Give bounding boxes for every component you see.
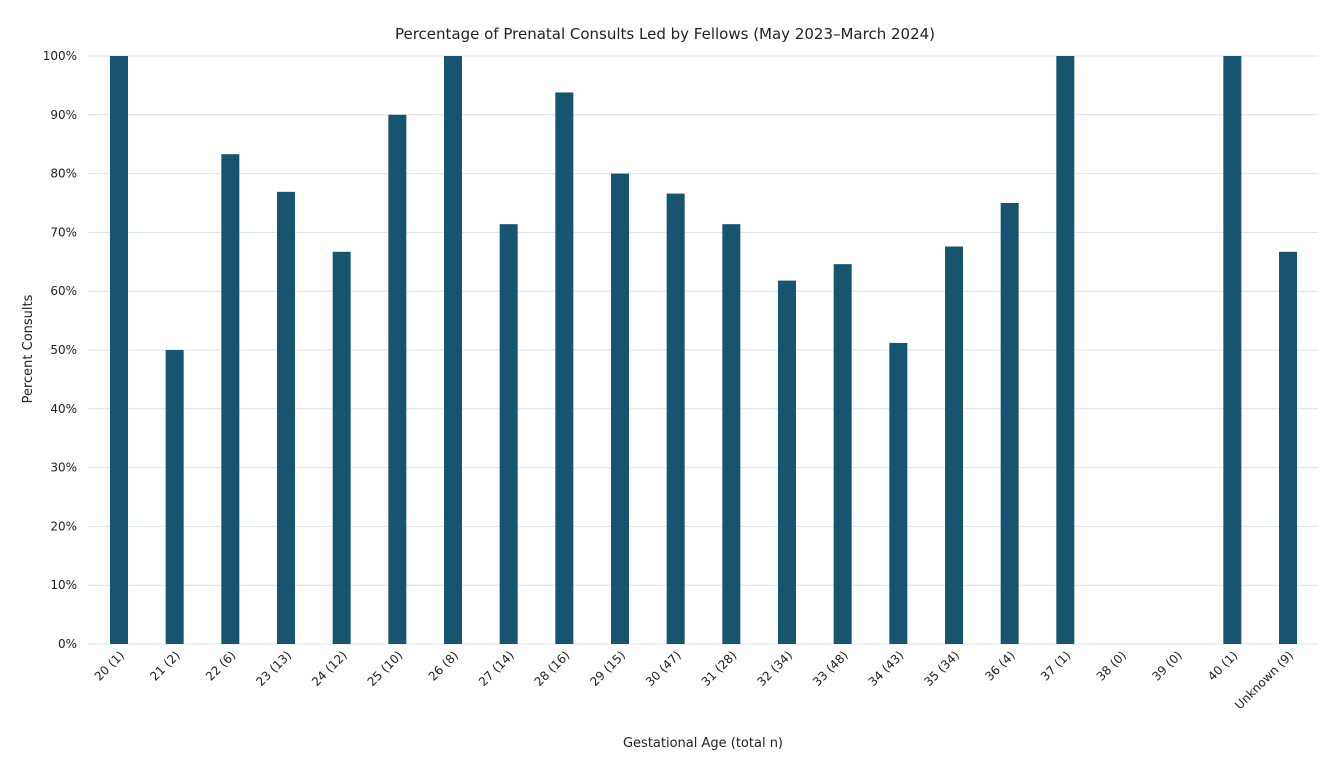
x-tick-labels: 20 (1) 21 (2) 22 (6) 23 (13) 24 (12) 25 (10) 2…: [92, 648, 1296, 712]
x-tick-label: 23 (13): [253, 648, 294, 689]
x-tick-label: 35 (34): [921, 648, 962, 689]
bars: [110, 56, 1297, 645]
x-tick-label: Unknown (9): [1232, 648, 1296, 712]
bar: [833, 264, 852, 644]
y-axis-label: Percent Consults: [21, 294, 36, 403]
x-tick-label: 34 (43): [866, 648, 907, 689]
bar: [722, 224, 741, 644]
y-tick-label: 60%: [50, 284, 77, 298]
x-tick-label: 32 (34): [754, 648, 795, 689]
y-tick-label: 30%: [50, 461, 77, 475]
y-tick-label: 10%: [50, 578, 77, 592]
bar: [388, 114, 407, 645]
bar: [1056, 56, 1075, 644]
x-tick-label: 28 (16): [532, 648, 573, 689]
bar: [110, 56, 128, 644]
bar: [221, 154, 240, 645]
y-tick-label: 40%: [50, 402, 77, 416]
x-tick-label: 25 (10): [365, 648, 406, 689]
x-tick-label: 31 (28): [699, 648, 740, 689]
bar: [889, 342, 908, 644]
bar: [666, 193, 685, 645]
x-tick-label: 20 (1): [92, 648, 127, 683]
x-tick-label: 33 (48): [810, 648, 851, 689]
bar: [945, 246, 963, 644]
bar: [444, 56, 462, 644]
x-tick-label: 30 (47): [643, 648, 684, 689]
bar: [611, 173, 629, 644]
x-tick-label: 22 (6): [203, 648, 238, 683]
y-tick-label: 70%: [50, 225, 77, 239]
y-tick-label: 50%: [50, 343, 77, 357]
bar: [1000, 203, 1019, 644]
y-tick-label: 20%: [50, 519, 77, 533]
x-tick-label: 36 (4): [982, 648, 1017, 683]
x-tick-label: 26 (8): [426, 648, 461, 683]
bar: [1279, 251, 1297, 644]
gridlines: [88, 55, 1318, 645]
x-tick-label: 38 (0): [1094, 648, 1129, 683]
bar: [778, 280, 796, 644]
y-tick-label: 100%: [43, 49, 77, 63]
y-tick-labels: 0% 10% 20% 30% 40% 50% 60% 70% 80% 90% 100%: [43, 49, 77, 651]
y-tick-label: 80%: [50, 167, 77, 181]
chart-title: Percentage of Prenatal Consults Led by F…: [395, 25, 935, 43]
bar: [499, 224, 518, 644]
y-tick-label: 90%: [50, 108, 77, 122]
x-tick-label: 24 (12): [309, 648, 350, 689]
x-axis-label: Gestational Age (total n): [623, 736, 783, 751]
bar: [1223, 56, 1242, 644]
x-tick-label: 27 (14): [476, 648, 517, 689]
x-tick-label: 40 (1): [1205, 648, 1240, 683]
x-tick-label: 39 (0): [1149, 648, 1184, 683]
x-tick-label: 29 (15): [587, 648, 628, 689]
bar: [332, 251, 351, 644]
x-tick-label: 37 (1): [1038, 648, 1073, 683]
bar: [165, 350, 184, 644]
bar: [555, 92, 574, 645]
x-tick-label: 21 (2): [147, 648, 182, 683]
y-tick-label: 0%: [58, 637, 77, 651]
bar: [277, 191, 295, 644]
